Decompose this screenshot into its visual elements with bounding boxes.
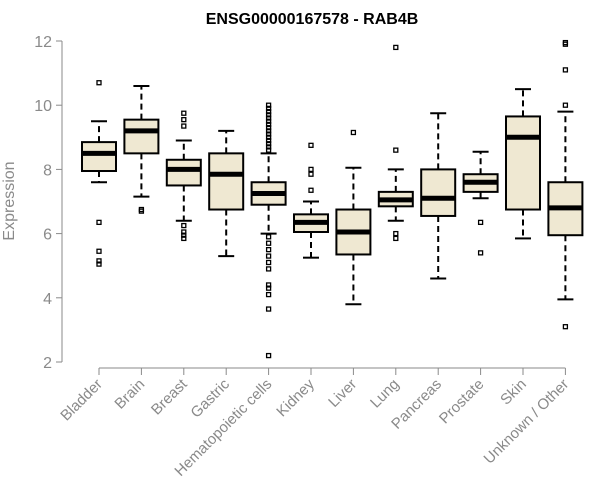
box-group <box>420 112 457 280</box>
y-tick-label: 12 <box>34 34 52 51</box>
box-iqr <box>165 158 202 187</box>
outlier-point <box>265 246 272 253</box>
outlier-point <box>477 250 484 256</box>
chart-title: ENSG00000167578 - RAB4B <box>206 11 419 28</box>
outlier-point <box>393 235 399 242</box>
outlier-point <box>265 266 272 272</box>
x-tick-label: Brain <box>111 376 148 413</box>
y-tick-label: 10 <box>34 98 52 115</box>
box-iqr <box>420 168 457 217</box>
outlier-point <box>181 222 187 229</box>
outlier-point <box>96 248 102 254</box>
outlier-point <box>477 219 484 226</box>
outlier-point <box>181 229 187 235</box>
y-axis: 2 4 6 8 10 12 <box>34 34 63 372</box>
outlier-point <box>265 118 272 124</box>
y-tick-label: 2 <box>43 355 52 372</box>
box-iqr <box>505 115 541 211</box>
outlier-point <box>96 219 102 226</box>
outlier-point <box>265 121 272 128</box>
outlier-point <box>181 123 187 129</box>
outlier-point <box>308 187 314 193</box>
outlier-point <box>393 147 399 153</box>
outlier-point <box>265 282 272 288</box>
outlier-point <box>562 102 569 108</box>
outlier-point <box>265 134 272 140</box>
box-iqr <box>123 118 160 155</box>
outlier-point <box>181 110 187 116</box>
box-iqr <box>81 141 117 173</box>
x-tick-label: Prostate <box>436 376 488 428</box>
x-tick-label: Liver <box>325 376 360 411</box>
outlier-point <box>308 166 314 173</box>
box-iqr <box>208 152 245 211</box>
outlier-point <box>96 261 102 267</box>
outlier-point <box>562 67 569 73</box>
outlier-point <box>265 240 272 246</box>
box-series <box>81 39 584 359</box>
x-tick-label: Kidney <box>273 375 318 420</box>
outlier-point <box>308 142 314 148</box>
box-group <box>462 150 499 256</box>
outlier-point <box>393 230 399 237</box>
x-tick-label: Breast <box>148 375 191 418</box>
outlier-point <box>181 232 187 238</box>
outlier-point <box>265 105 272 112</box>
x-tick-label: Skin <box>497 376 530 409</box>
outlier-point <box>265 112 272 118</box>
outlier-point <box>265 291 272 298</box>
outlier-point <box>265 147 272 153</box>
box-group <box>208 129 245 258</box>
y-tick-label: 8 <box>43 162 52 179</box>
outlier-point <box>265 125 272 131</box>
box-group <box>81 80 117 267</box>
outlier-point <box>265 141 272 147</box>
x-tick-label: Lung <box>367 376 403 412</box>
box-group <box>547 39 584 330</box>
outlier-point <box>181 116 187 123</box>
outlier-point <box>265 285 272 291</box>
outlier-point <box>265 131 272 137</box>
outlier-point <box>265 306 272 312</box>
outlier-point <box>138 208 145 214</box>
box-group <box>250 102 287 359</box>
outlier-point <box>562 324 569 330</box>
box-group <box>293 142 329 259</box>
box-group <box>165 110 202 242</box>
outlier-point <box>265 352 272 359</box>
box-group <box>335 129 372 306</box>
outlier-point <box>265 108 272 115</box>
outlier-point <box>265 144 272 150</box>
box-group <box>505 88 541 240</box>
outlier-point <box>265 253 272 259</box>
box-group <box>123 84 160 214</box>
outlier-point <box>350 129 357 136</box>
outlier-point <box>308 171 314 177</box>
y-tick-label: 6 <box>43 227 52 244</box>
outlier-point <box>265 115 272 121</box>
outlier-point <box>265 259 272 266</box>
outlier-point <box>393 44 399 51</box>
outlier-point <box>96 80 102 86</box>
y-axis-label: Expression <box>1 161 18 240</box>
outlier-point <box>265 137 272 144</box>
y-tick-label: 4 <box>43 291 52 308</box>
outlier-point <box>96 258 102 264</box>
x-tick-label: Bladder <box>57 376 106 425</box>
outlier-point <box>265 234 272 240</box>
outlier-point <box>265 128 272 134</box>
outlier-point <box>265 102 272 108</box>
box-group <box>377 44 414 242</box>
outlier-point <box>562 41 569 47</box>
outlier-point <box>181 235 187 242</box>
